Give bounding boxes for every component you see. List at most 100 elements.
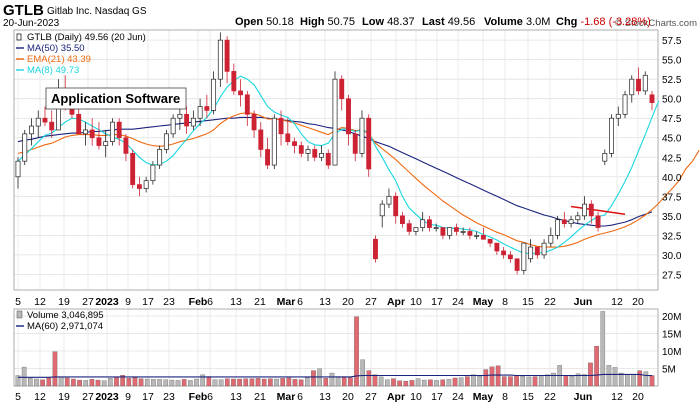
volume-bar xyxy=(514,375,519,387)
volume-bar xyxy=(409,380,415,387)
candle xyxy=(184,106,190,134)
y-tick-label: 55.0 xyxy=(662,56,682,67)
volume-bar xyxy=(341,376,347,387)
x-tick-label: 12 xyxy=(611,296,623,308)
y-tick-label: 30.0 xyxy=(662,251,682,262)
volume-bar xyxy=(329,372,335,387)
volume-ma60-line xyxy=(18,373,653,378)
candle xyxy=(521,242,527,275)
chart-date: 20-Jun-2023 xyxy=(3,18,60,29)
volume-bar xyxy=(200,374,205,387)
candle xyxy=(386,188,392,209)
volume-bar xyxy=(520,376,526,387)
candle xyxy=(163,129,169,154)
x-tick-label: 6 xyxy=(207,391,213,403)
candle xyxy=(319,145,324,162)
x-tick-label: 12 xyxy=(611,391,623,403)
candle xyxy=(29,118,34,146)
volume-bar xyxy=(243,378,249,387)
y-tick-label: 57.5 xyxy=(662,36,682,47)
volume-bar xyxy=(132,377,138,387)
candle xyxy=(588,200,594,224)
x-tick-label: 19 xyxy=(58,296,70,308)
volume-bar xyxy=(495,365,501,387)
x-axis-bottom: 5 12 19 27 2023 9 17 23 Feb 6 13 21 Mar 6 13 20 27 Apr 10 1… xyxy=(15,391,644,403)
x-tick-label: 5 xyxy=(15,296,21,308)
y-tick-label: 35.0 xyxy=(662,212,682,223)
x-tick-label: 22 xyxy=(544,391,556,403)
volume-bar xyxy=(563,375,569,387)
x-axis: 5 12 19 27 2023 9 17 23 Feb 6 13 21 Mar 6 13 20 27 Apr 10 1… xyxy=(15,296,644,308)
x-tick-label: Feb xyxy=(189,391,208,403)
volume-bar xyxy=(643,371,649,387)
x-tick-label: 24 xyxy=(452,296,464,308)
volume-bar xyxy=(34,378,39,387)
x-tick-label: 17 xyxy=(142,296,154,308)
volume-bar xyxy=(298,379,304,387)
company-name: Gitlab Inc. Nasdaq GS xyxy=(47,6,147,17)
candle xyxy=(339,75,345,111)
candle xyxy=(83,122,88,146)
candle xyxy=(622,90,628,119)
candle xyxy=(325,149,331,169)
candle xyxy=(494,242,500,255)
volume-bar xyxy=(71,378,76,387)
volume-bar xyxy=(551,372,556,387)
candle xyxy=(292,137,297,154)
candle xyxy=(615,106,621,127)
volume-bar xyxy=(46,377,52,387)
candle xyxy=(76,106,82,135)
volume-bar xyxy=(280,378,285,387)
volume-bar xyxy=(483,369,489,387)
volume-bar xyxy=(508,376,513,387)
volume-bar xyxy=(89,379,95,387)
candle xyxy=(636,67,641,95)
volume-bar xyxy=(545,374,550,387)
x-tick-label: May xyxy=(473,391,494,403)
volume-bar xyxy=(224,378,230,387)
x-tick-label: 27 xyxy=(82,296,94,308)
candle xyxy=(244,90,250,127)
x-tick-label: 20 xyxy=(342,391,354,403)
volume-bar xyxy=(114,376,119,387)
candle xyxy=(305,145,311,162)
volume-bar xyxy=(428,379,433,387)
volume-bar xyxy=(625,374,630,387)
volume-bar xyxy=(501,376,507,387)
volume-bar xyxy=(465,376,470,387)
candle xyxy=(109,118,115,146)
candle xyxy=(346,94,351,146)
candle xyxy=(460,227,466,236)
candle xyxy=(366,114,372,177)
volume-bar xyxy=(206,376,212,387)
volume-bar xyxy=(77,379,82,387)
legend-item-ma50: MA(50) 35.50 xyxy=(16,43,85,54)
candle xyxy=(528,239,534,263)
x-tick-label: 21 xyxy=(254,296,266,308)
candle xyxy=(609,114,614,158)
volume-bar xyxy=(83,380,89,387)
candle xyxy=(312,145,318,162)
candle xyxy=(224,36,230,84)
x-tick-label: 8 xyxy=(502,391,508,403)
volume-bar xyxy=(631,374,636,387)
x-tick-label: May xyxy=(473,296,494,308)
x-tick-label: Apr xyxy=(387,391,405,403)
volume-bar xyxy=(575,373,581,387)
candle xyxy=(487,238,493,248)
x-tick-label: 8 xyxy=(502,296,508,308)
volume-bar xyxy=(108,378,113,387)
x-tick-label: 13 xyxy=(230,296,242,308)
candle xyxy=(143,176,149,193)
svg-text:GTLB (Daily) 49.56 (20 Jun): GTLB (Daily) 49.56 (20 Jun) xyxy=(27,32,146,43)
candle xyxy=(238,79,244,107)
y-tick-label: 27.5 xyxy=(662,270,682,281)
candle xyxy=(359,110,365,158)
candle xyxy=(447,227,453,240)
x-tick-label: 9 xyxy=(125,391,131,403)
candle xyxy=(602,149,608,166)
volume-bar xyxy=(452,377,458,387)
ticker-symbol: GTLB xyxy=(3,2,44,19)
candle xyxy=(548,227,554,248)
